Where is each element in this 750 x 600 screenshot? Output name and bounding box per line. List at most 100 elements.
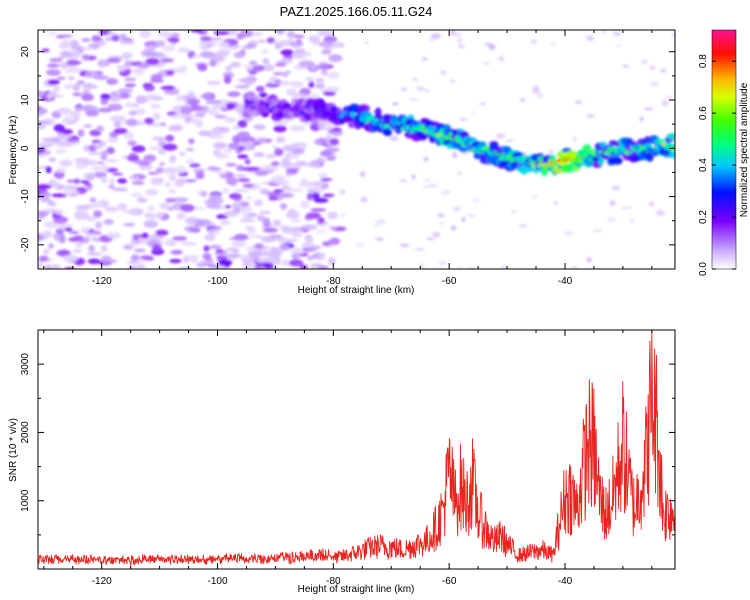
noise-blob xyxy=(180,107,193,115)
noise-blob xyxy=(375,237,384,242)
noise-blob xyxy=(138,165,154,170)
noise-blob xyxy=(259,188,271,196)
y-tick-label: 10 xyxy=(20,94,31,106)
noise-blob xyxy=(151,136,167,141)
colorbar-tick-label: 0.2 xyxy=(698,210,709,224)
noise-blob xyxy=(532,85,540,92)
noise-blob xyxy=(280,49,294,56)
noise-blob xyxy=(80,180,90,184)
noise-blob xyxy=(132,234,143,239)
noise-blob xyxy=(169,155,177,163)
noise-blob xyxy=(190,30,203,33)
noise-blob xyxy=(317,172,328,179)
noise-blob xyxy=(207,197,224,205)
noise-blob xyxy=(225,177,238,186)
noise-blob xyxy=(101,150,109,157)
noise-blob xyxy=(127,140,137,146)
noise-blob xyxy=(273,189,285,193)
noise-blob xyxy=(143,84,155,92)
noise-blob xyxy=(68,50,81,58)
noise-blob xyxy=(124,83,136,88)
noise-blob xyxy=(254,170,269,176)
noise-blob xyxy=(456,266,464,269)
noise-blob xyxy=(88,244,95,253)
noise-blob xyxy=(72,83,81,92)
noise-blob xyxy=(41,137,58,142)
noise-blob xyxy=(184,179,197,183)
noise-blob xyxy=(254,265,265,269)
noise-blob xyxy=(106,147,115,155)
noise-blob xyxy=(294,48,306,54)
noise-blob xyxy=(452,152,458,158)
noise-blob xyxy=(200,36,212,42)
noise-blob xyxy=(64,227,73,232)
noise-blob xyxy=(457,38,463,44)
x-tick-label: -40 xyxy=(558,276,573,287)
noise-blob xyxy=(439,261,446,265)
noise-blob xyxy=(96,125,105,132)
noise-blob xyxy=(38,90,45,98)
noise-blob xyxy=(150,103,161,110)
noise-blob xyxy=(139,255,153,260)
noise-blob xyxy=(207,107,218,116)
noise-blob xyxy=(157,31,173,38)
noise-blob xyxy=(38,255,49,262)
noise-blob xyxy=(423,179,431,182)
noise-blob xyxy=(69,39,80,48)
noise-blob xyxy=(124,68,132,74)
noise-blob xyxy=(272,257,281,266)
noise-blob xyxy=(225,102,236,110)
noise-blob xyxy=(392,102,399,106)
noise-blob xyxy=(180,204,195,212)
noise-blob xyxy=(317,30,333,37)
noise-blob xyxy=(64,115,71,122)
noise-blob xyxy=(63,188,79,196)
noise-blob xyxy=(131,180,145,185)
noise-blob xyxy=(270,161,280,166)
noise-blob xyxy=(145,57,160,66)
noise-blob xyxy=(43,248,50,255)
y-tick-label: 1000 xyxy=(20,489,31,512)
noise-blob xyxy=(241,212,249,217)
spectrogram-noise xyxy=(38,30,675,269)
noise-blob xyxy=(186,98,201,105)
noise-blob xyxy=(315,157,326,164)
noise-blob xyxy=(628,219,636,223)
noise-blob xyxy=(245,196,253,200)
noise-blob xyxy=(300,142,307,150)
noise-blob xyxy=(151,243,162,251)
noise-blob xyxy=(215,265,225,269)
colorbar-tick-label: 0.6 xyxy=(698,106,709,120)
noise-blob xyxy=(74,157,90,164)
noise-blob xyxy=(660,68,667,73)
noise-blob xyxy=(649,65,656,70)
noise-blob xyxy=(166,111,177,116)
noise-blob xyxy=(226,162,237,167)
noise-blob xyxy=(175,94,184,102)
noise-blob xyxy=(615,44,622,47)
noise-blob xyxy=(162,143,178,151)
noise-blob xyxy=(202,252,212,260)
noise-blob xyxy=(586,35,594,41)
noise-blob xyxy=(609,200,616,206)
noise-blob xyxy=(48,202,58,207)
noise-blob xyxy=(281,158,291,167)
noise-blob xyxy=(95,221,103,230)
noise-blob xyxy=(159,202,171,210)
noise-blob xyxy=(117,178,128,184)
noise-blob xyxy=(188,227,198,233)
noise-blob xyxy=(73,235,84,242)
noise-blob xyxy=(325,86,340,92)
noise-blob xyxy=(140,49,155,57)
noise-blob xyxy=(252,65,265,72)
noise-blob xyxy=(225,65,233,72)
noise-blob xyxy=(318,137,325,146)
noise-blob xyxy=(327,156,336,161)
noise-blob xyxy=(175,177,187,185)
noise-blob xyxy=(532,195,539,199)
noise-blob xyxy=(275,79,282,83)
noise-blob xyxy=(214,153,230,159)
noise-blob xyxy=(266,191,281,197)
noise-blob xyxy=(47,79,60,85)
noise-blob xyxy=(249,234,265,239)
